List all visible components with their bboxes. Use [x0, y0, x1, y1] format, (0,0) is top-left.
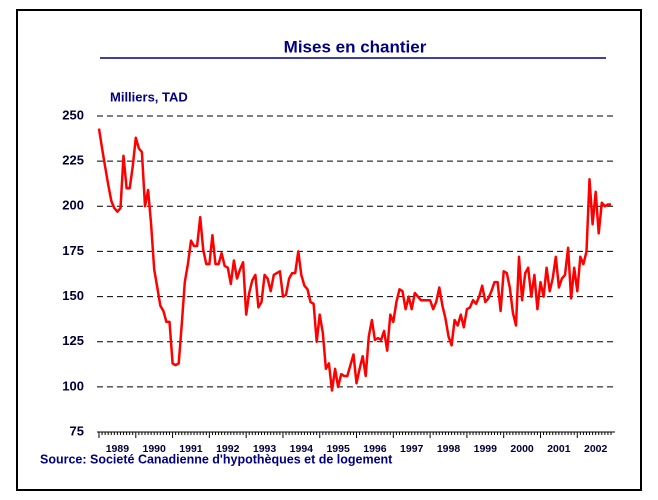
- y-tick-label: 100: [62, 378, 84, 393]
- source-note: Source: Societé Canadienne d'hypothèques…: [40, 452, 393, 466]
- data-line: [97, 128, 611, 392]
- x-tick-label: 1991: [179, 443, 203, 455]
- y-tick-label: 150: [62, 288, 84, 303]
- y-tick-label: 75: [70, 423, 84, 438]
- y-tick-label: 200: [62, 198, 84, 213]
- x-tick-label: 2001: [547, 443, 571, 455]
- x-tick-label: 1999: [474, 443, 498, 455]
- x-tick-label: 1994: [290, 443, 314, 455]
- y-tick-label: 125: [62, 333, 84, 348]
- x-tick-label: 1997: [400, 443, 424, 455]
- y-axis-label: Milliers, TAD: [110, 89, 188, 104]
- y-tick-label: 225: [62, 153, 84, 168]
- frame: [16, 9, 642, 491]
- chart-title: Mises en chantier: [284, 37, 427, 56]
- x-tick-label: 1996: [363, 443, 387, 455]
- x-tick-label: 1993: [253, 443, 277, 455]
- x-tick-label: 2002: [584, 443, 608, 455]
- x-tick-label: 1989: [106, 443, 130, 455]
- y-tick-label: 175: [62, 243, 84, 258]
- x-tick-label: 2000: [510, 443, 534, 455]
- x-tick-label: 1998: [437, 443, 461, 455]
- x-tick-label: 1995: [326, 443, 350, 455]
- x-tick-label: 1990: [143, 443, 167, 455]
- y-tick-label: 250: [62, 107, 84, 122]
- x-tick-label: 1992: [216, 443, 240, 455]
